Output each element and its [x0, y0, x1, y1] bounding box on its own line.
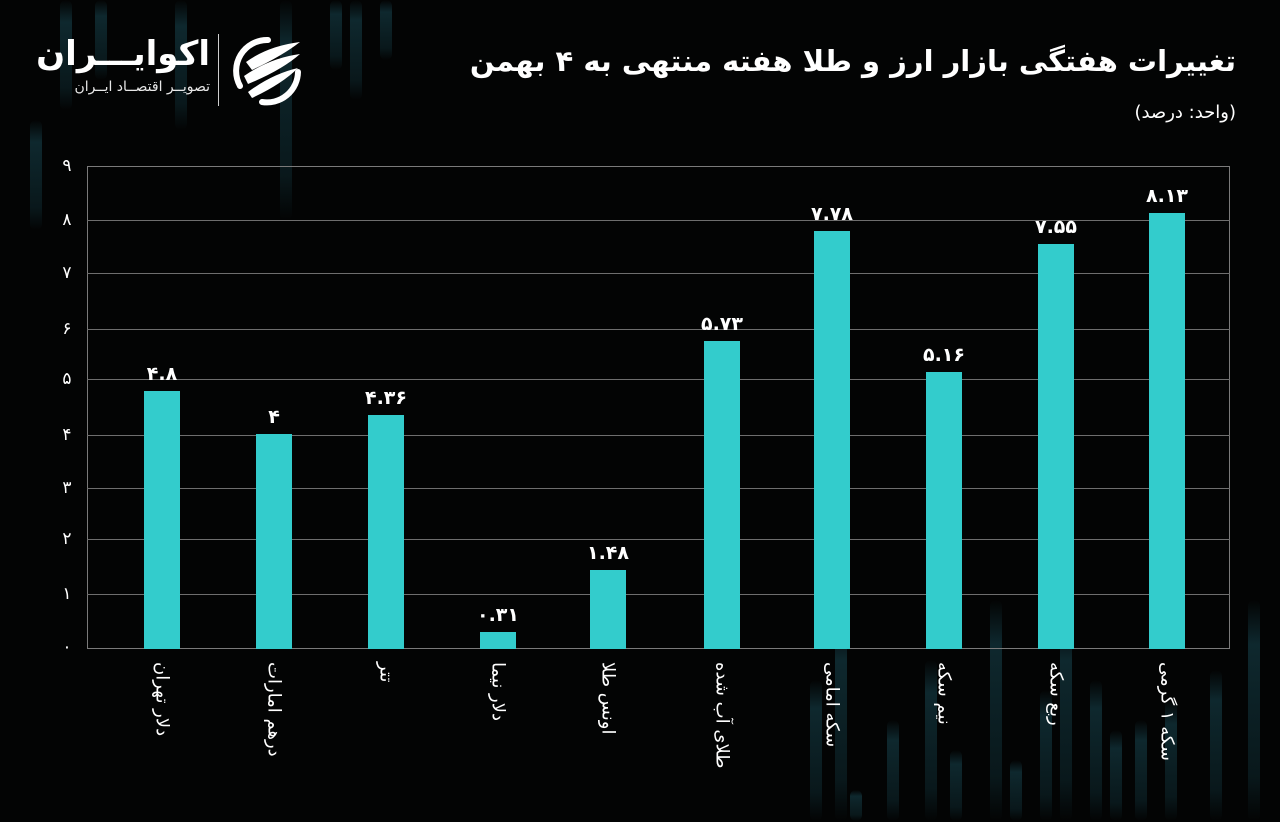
- gridline-8: [87, 220, 1230, 221]
- x-category-label: اونس طلا: [593, 662, 623, 822]
- x-category-label: دلار تهران: [147, 662, 177, 822]
- bar: [144, 391, 180, 649]
- x-category-text: دلار نیما: [487, 662, 509, 722]
- bar: [256, 434, 292, 649]
- bar-value-label: ۱.۴۸: [586, 541, 629, 564]
- y-tick-label: ۷: [62, 263, 72, 283]
- gridline-1: [87, 594, 1230, 595]
- x-category-text: نیم سکه: [933, 662, 955, 725]
- brand-logo: اکوایـــران تصویــر اقتصــاد ایــران: [36, 34, 310, 106]
- gridline-6: [87, 329, 1230, 330]
- gridline-4: [87, 435, 1230, 436]
- x-category-label: دلار نیما: [483, 662, 513, 822]
- x-category-text: ربع سکه: [1045, 662, 1067, 726]
- y-tick-label: ۴: [62, 425, 72, 445]
- logo-tagline: تصویــر اقتصــاد ایــران: [74, 79, 210, 95]
- x-category-text: طلای آب شده: [711, 662, 733, 769]
- y-tick-label: ۱: [62, 584, 72, 604]
- bar-value-label: ۵.۷۳: [700, 313, 743, 336]
- chart-title: تغییرات هفتگی بازار ارز و طلا هفته منتهی…: [469, 44, 1236, 78]
- y-tick-label: ۵: [62, 369, 72, 389]
- logo-text: اکوایـــران تصویــر اقتصــاد ایــران: [36, 34, 210, 96]
- gridline-5: [87, 379, 1230, 380]
- ecoiran-swirl-logo-icon: [233, 36, 301, 106]
- y-tick-label: ۳: [62, 478, 72, 498]
- bar: [368, 415, 404, 649]
- bar-value-label: ۸.۱۳: [1145, 184, 1188, 207]
- x-category-label: درهم امارات: [259, 662, 289, 822]
- x-category-label: ربع سکه: [1041, 662, 1071, 822]
- bar-value-label: ۷.۵۵: [1034, 215, 1077, 238]
- x-category-text: اونس طلا: [597, 662, 619, 735]
- x-category-label: تتر: [371, 662, 401, 822]
- y-tick-label: ۸: [62, 210, 72, 230]
- y-tick-label: ۹: [62, 156, 72, 176]
- x-category-label: سکه ۱ گرمی: [1152, 662, 1182, 822]
- bar-value-label: ۵.۱۶: [922, 344, 965, 367]
- gridline-7: [87, 273, 1230, 274]
- x-category-text: تتر: [375, 662, 397, 683]
- gridline-3: [87, 488, 1230, 489]
- y-tick-label: ۲: [62, 529, 72, 549]
- logo-divider: [218, 34, 219, 106]
- bar: [590, 569, 626, 649]
- bar-value-label: ۰.۳۱: [476, 604, 519, 627]
- x-category-text: سکه امامی: [821, 662, 843, 748]
- x-category-text: دلار تهران: [151, 662, 173, 737]
- y-tick-label: ۶: [62, 319, 72, 339]
- x-category-label: طلای آب شده: [707, 662, 737, 822]
- logo-name: اکوایـــران: [36, 34, 210, 74]
- bar: [1038, 243, 1074, 649]
- x-category-text: درهم امارات: [263, 662, 285, 757]
- y-tick-label: ۰: [62, 637, 72, 657]
- chart-unit-subtitle: (واحد: درصد): [1134, 102, 1236, 123]
- plot-area: [87, 166, 1230, 649]
- bar: [814, 231, 850, 649]
- x-category-label: نیم سکه: [929, 662, 959, 822]
- x-category-label: سکه امامی: [817, 662, 847, 822]
- x-category-text: سکه ۱ گرمی: [1156, 662, 1178, 761]
- bar-value-label: ۴.۸: [146, 363, 178, 386]
- bar: [704, 341, 740, 649]
- bar: [926, 372, 962, 649]
- bar-value-label: ۴.۳۶: [364, 387, 407, 409]
- bar: [1149, 212, 1185, 649]
- bar-value-label: ۷.۷۸: [810, 203, 853, 226]
- bar-value-label: ۴: [268, 406, 280, 429]
- gridline-2: [87, 539, 1230, 540]
- bar: [480, 632, 516, 649]
